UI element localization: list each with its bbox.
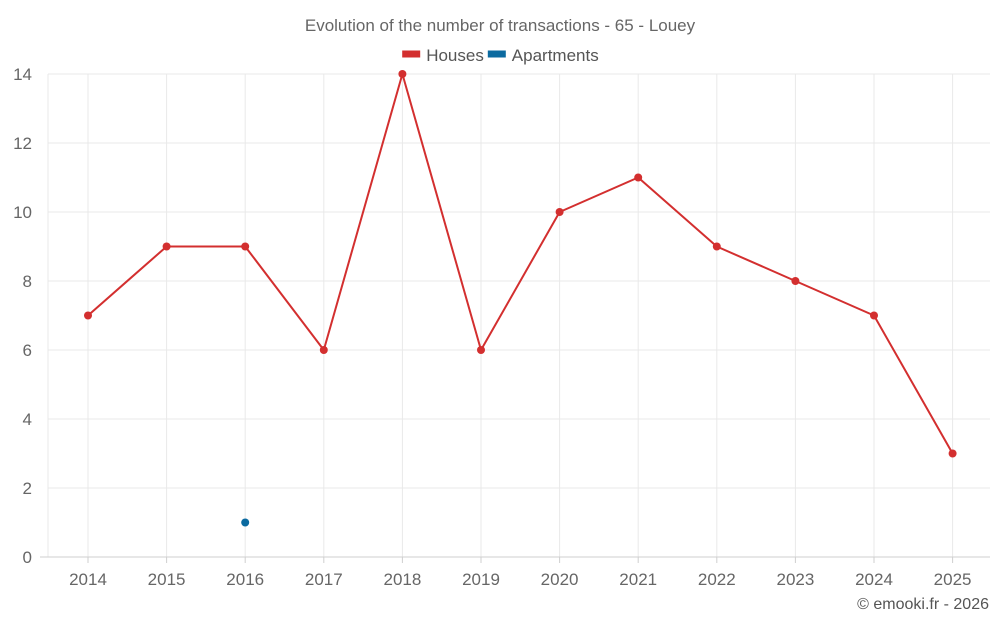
data-point[interactable] (712, 242, 721, 251)
legend-item-houses[interactable]: Houses (402, 46, 484, 65)
data-point[interactable] (319, 346, 328, 354)
legend-swatch (402, 50, 421, 58)
chart-title: Evolution of the number of transactions … (305, 16, 696, 35)
data-point[interactable] (241, 242, 250, 251)
x-tick-label: 2018 (383, 570, 421, 589)
grid-lines (47, 73, 990, 557)
credit-text: © emooki.fr - 2026 (857, 596, 989, 613)
x-tick-label: 2025 (934, 570, 972, 589)
data-point[interactable] (791, 277, 800, 285)
series-apartments (241, 518, 250, 527)
y-tick-label: 10 (13, 203, 32, 222)
y-tick-label: 12 (13, 134, 32, 153)
series-line (87, 73, 954, 454)
data-point[interactable] (948, 449, 957, 458)
data-point[interactable] (870, 311, 878, 320)
data-point[interactable] (398, 70, 407, 78)
y-tick-label: 8 (23, 272, 32, 291)
x-tick-label: 2020 (541, 570, 579, 589)
x-axis: 2014 2015 2016 2017 2018 2019 2020 2021 2022 2023… (40, 556, 990, 589)
y-axis: 0 2 4 6 8 10 12 14 (13, 65, 32, 567)
y-tick-label: 4 (23, 410, 32, 429)
y-tick-label: 6 (23, 341, 32, 360)
data-point[interactable] (241, 518, 250, 527)
legend[interactable]: Houses Apartments (402, 46, 599, 65)
x-tick-label: 2019 (462, 570, 500, 589)
x-tick-label: 2022 (698, 570, 736, 589)
data-point[interactable] (634, 173, 643, 182)
x-tick-label: 2014 (69, 570, 107, 589)
x-tick-label: 2016 (226, 570, 264, 589)
y-tick-label: 0 (23, 548, 32, 567)
x-tick-label: 2023 (776, 570, 814, 589)
y-tick-label: 14 (13, 65, 32, 84)
series-layer (84, 70, 957, 527)
legend-item-apartments[interactable]: Apartments (487, 46, 599, 65)
data-point[interactable] (555, 208, 564, 216)
legend-label: Apartments (512, 46, 599, 65)
series-houses (84, 70, 957, 458)
legend-swatch (487, 50, 506, 58)
y-tick-label: 2 (23, 479, 32, 498)
data-point[interactable] (477, 346, 485, 354)
legend-label: Houses (426, 46, 484, 65)
data-point[interactable] (162, 242, 171, 251)
x-tick-label: 2024 (855, 570, 893, 589)
x-tick-label: 2017 (305, 570, 343, 589)
x-tick-label: 2021 (619, 570, 657, 589)
x-tick-label: 2015 (148, 570, 186, 589)
data-point[interactable] (84, 311, 92, 320)
